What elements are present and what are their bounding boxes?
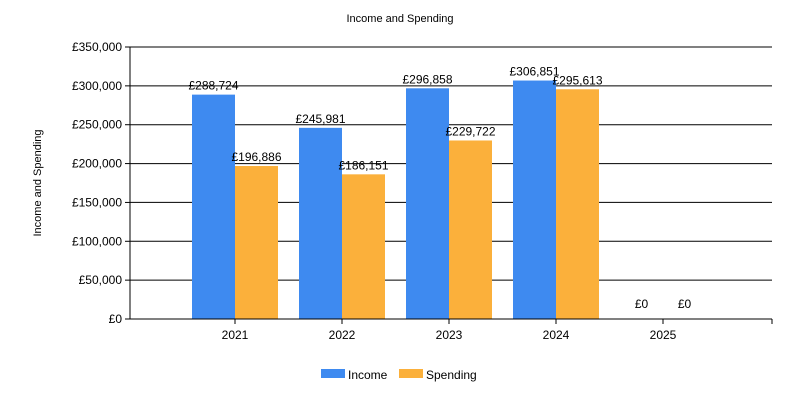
x-tick-label: 2021 bbox=[222, 328, 249, 342]
data-label-income-2025: £0 bbox=[635, 297, 649, 311]
x-tick-label: 2023 bbox=[436, 328, 463, 342]
y-tick-label: £300,000 bbox=[72, 79, 122, 93]
data-label-spending-2021: £196,886 bbox=[231, 150, 281, 164]
y-tick-label: £50,000 bbox=[79, 273, 123, 287]
x-tick-label: 2025 bbox=[650, 328, 677, 342]
y-tick-label: £0 bbox=[109, 312, 123, 326]
bars bbox=[192, 80, 599, 320]
bar-spending-2022 bbox=[342, 174, 385, 319]
y-tick-label: £200,000 bbox=[72, 157, 122, 171]
x-tick-label: 2022 bbox=[329, 328, 356, 342]
legend-label-spending: Spending bbox=[426, 368, 477, 382]
legend-label-income: Income bbox=[348, 368, 388, 382]
y-tick-label: £350,000 bbox=[72, 40, 122, 54]
data-label-spending-2025: £0 bbox=[678, 297, 692, 311]
y-tick-label: £100,000 bbox=[72, 234, 122, 248]
data-label-spending-2022: £186,151 bbox=[338, 158, 388, 172]
data-label-income-2022: £245,981 bbox=[295, 112, 345, 126]
legend-swatch-spending bbox=[399, 369, 423, 378]
legend-swatch-income bbox=[321, 369, 345, 378]
data-labels: £288,724 £196,886 £245,981 £186,151 £296,858… bbox=[188, 65, 691, 311]
axes: £0 £50,000 £100,000 £150,000 £200,000 £250,00… bbox=[72, 40, 773, 342]
data-label-income-2023: £296,858 bbox=[402, 72, 452, 86]
legend: Income Spending bbox=[321, 368, 477, 382]
data-label-spending-2024: £295,613 bbox=[552, 73, 602, 87]
data-label-income-2021: £288,724 bbox=[188, 79, 238, 93]
data-label-spending-2023: £229,722 bbox=[445, 124, 495, 138]
y-tick-label: £250,000 bbox=[72, 118, 122, 132]
y-tick-label: £150,000 bbox=[72, 195, 122, 209]
bar-income-2024 bbox=[513, 80, 556, 320]
bar-spending-2021 bbox=[235, 165, 278, 319]
y-axis-title: Income and Spending bbox=[32, 129, 44, 236]
bar-spending-2023 bbox=[449, 140, 492, 319]
bar-income-2021 bbox=[192, 94, 235, 319]
bar-income-2023 bbox=[406, 88, 449, 320]
chart-title: Income and Spending bbox=[346, 13, 453, 25]
x-tick-label: 2024 bbox=[543, 328, 570, 342]
bar-income-2022 bbox=[299, 127, 342, 320]
bar-spending-2024 bbox=[556, 89, 599, 319]
data-label-income-2024: £306,851 bbox=[509, 65, 559, 79]
